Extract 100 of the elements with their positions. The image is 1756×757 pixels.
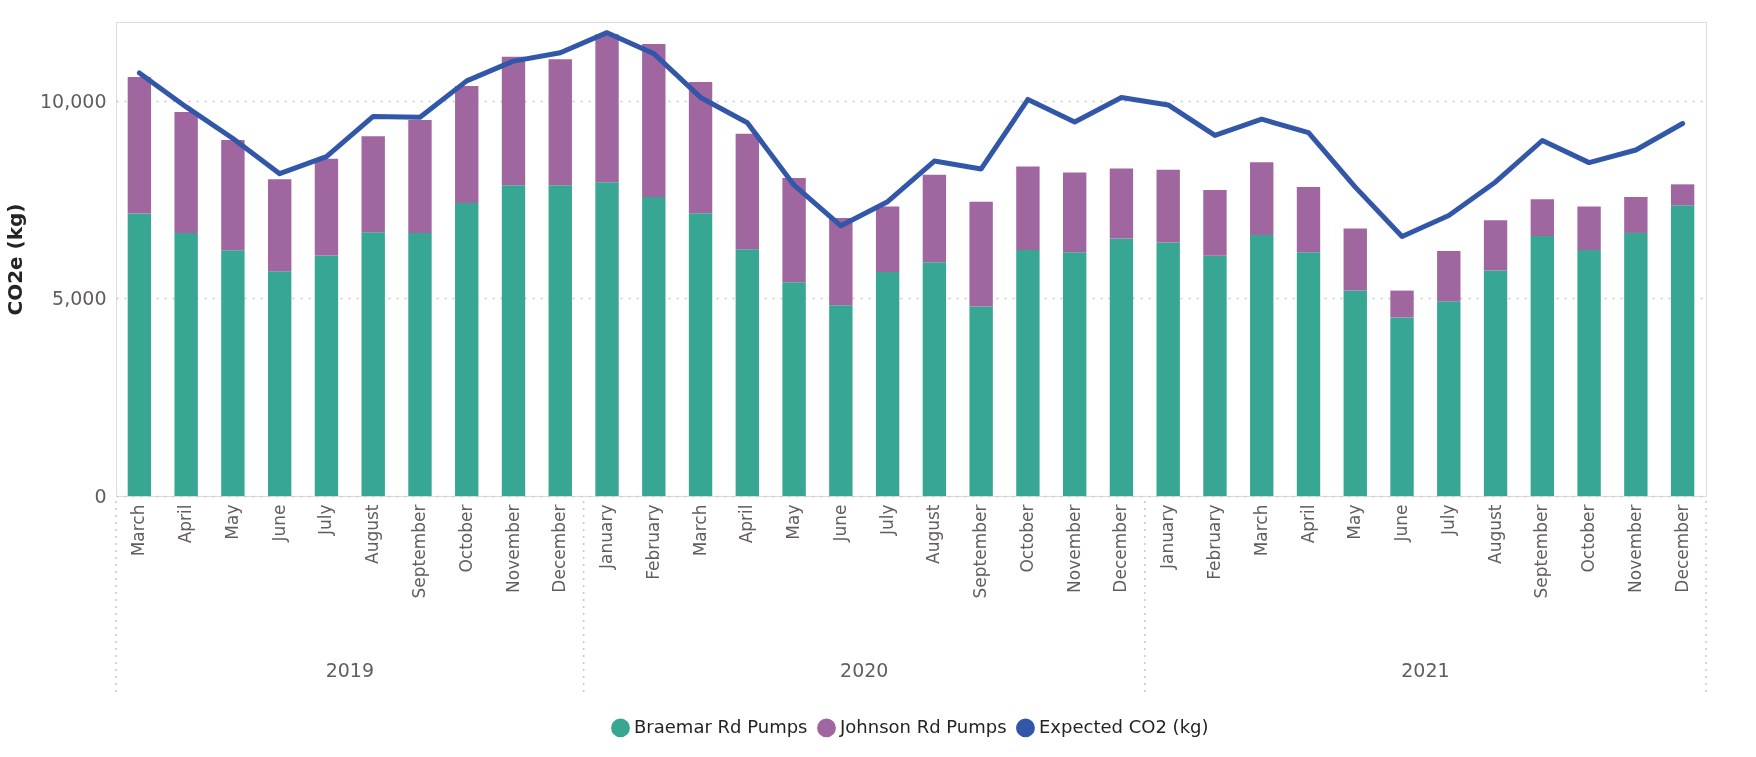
y-tick-label: 10,000 [40, 89, 107, 112]
y-tick-label: 5,000 [52, 287, 107, 309]
legend-label: Johnson Rd Pumps [839, 715, 1007, 737]
x-tick-label: March [1250, 504, 1271, 557]
bar [1670, 205, 1695, 496]
x-tick-label: March [128, 504, 149, 557]
bar [1343, 290, 1367, 496]
bar [688, 82, 713, 214]
bar [1062, 172, 1087, 253]
bar [1437, 251, 1461, 302]
x-tick-label: June [1391, 504, 1412, 543]
x-tick-label: August [1484, 504, 1505, 564]
x-tick-label: November [1063, 504, 1084, 593]
bar [1343, 228, 1367, 291]
bar [969, 306, 993, 496]
x-tick-label: June [829, 504, 850, 543]
bar [735, 249, 760, 496]
x-tick-label: July [1437, 504, 1458, 537]
bar [1250, 162, 1274, 235]
text: 2020 [840, 659, 889, 681]
bar [1296, 252, 1321, 496]
bar [174, 232, 198, 496]
bar [829, 305, 853, 496]
bar [922, 174, 947, 263]
bar [595, 182, 619, 496]
bar [1250, 234, 1274, 496]
bar [501, 185, 526, 496]
bar [1624, 196, 1648, 233]
bar [1577, 249, 1601, 496]
bar [782, 282, 806, 496]
bar [1062, 252, 1087, 496]
bar [1109, 238, 1134, 496]
x-tick-label: June [268, 504, 289, 543]
x-tick-label: August [362, 504, 383, 564]
x-tick-label: October [1016, 504, 1037, 573]
bar [361, 232, 385, 496]
x-tick-label: May [221, 504, 242, 540]
x-tick-label: January [1157, 504, 1178, 570]
x-tick-label: December [1110, 504, 1131, 593]
x-tick-label: May [783, 504, 804, 540]
x-tick-label: March [689, 504, 710, 557]
x-tick-label: August [923, 504, 944, 564]
x-tick-label: September [408, 504, 429, 599]
bar [1203, 189, 1227, 256]
bar [455, 85, 479, 203]
bar [127, 213, 152, 496]
bar [642, 44, 666, 197]
bar [501, 56, 526, 186]
bar [314, 158, 339, 256]
bar [221, 140, 245, 251]
bar [1483, 270, 1508, 496]
bar [267, 179, 292, 272]
bar [1156, 242, 1180, 496]
x-tick-label: October [1578, 504, 1599, 573]
x-tick-label: September [1531, 504, 1552, 599]
y-axis-title: CO2e (kg) [3, 203, 28, 316]
bar [829, 217, 853, 306]
bar [922, 262, 947, 496]
x-tick-label: January [596, 504, 617, 570]
x-tick-label: April [736, 504, 757, 544]
bar [1156, 169, 1180, 243]
bar [221, 250, 245, 496]
bar [782, 178, 806, 283]
x-tick-label: December [1671, 504, 1692, 593]
bar [1390, 290, 1414, 318]
x-tick-label: July [315, 504, 336, 537]
x-tick-label: April [175, 504, 196, 544]
text: 2019 [325, 659, 374, 681]
bar [1670, 184, 1695, 206]
x-tick-label: February [642, 504, 663, 580]
bar [1109, 168, 1134, 239]
bar [969, 201, 993, 307]
bar [455, 202, 479, 496]
bar [174, 112, 198, 233]
bar [314, 255, 339, 496]
bar [688, 213, 713, 496]
bar [1530, 199, 1555, 237]
x-tick-label: September [970, 504, 991, 599]
bar [267, 271, 292, 496]
bar [408, 232, 432, 496]
bar [1624, 232, 1648, 496]
bar [1016, 249, 1040, 496]
bar [361, 136, 385, 233]
bar [1296, 187, 1321, 253]
x-tick-label: October [455, 504, 476, 573]
bar [1577, 206, 1601, 250]
text: 2021 [1401, 659, 1450, 681]
x-tick-label: April [1297, 504, 1318, 544]
bar [1530, 236, 1555, 496]
legend-label: Braemar Rd Pumps [634, 715, 808, 737]
bar [875, 272, 900, 496]
x-tick-label: July [876, 504, 897, 537]
bar [548, 59, 572, 186]
bar [1390, 317, 1414, 496]
bar [1437, 301, 1461, 496]
bar [735, 133, 760, 250]
x-tick-label: May [1344, 504, 1365, 540]
x-tick-label: November [1624, 504, 1645, 593]
bar [127, 76, 152, 214]
bar [595, 34, 619, 183]
